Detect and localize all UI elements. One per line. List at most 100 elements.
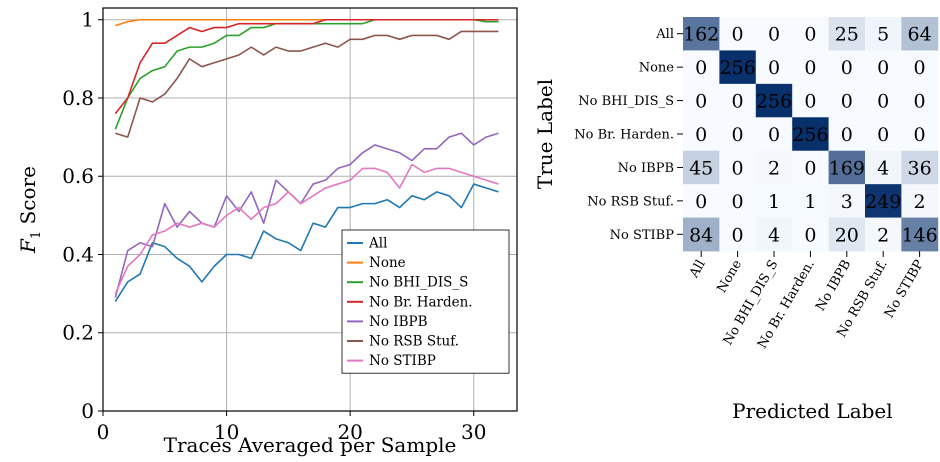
cell-value: 0 (877, 124, 889, 146)
matrix-cell (755, 217, 793, 252)
matrix-cell (901, 50, 939, 85)
matrix-cell (719, 50, 757, 85)
row-label: No RSB Stuf. (587, 194, 674, 209)
matrix-cell (719, 217, 757, 252)
cell-value: 0 (695, 57, 707, 79)
matrix-cell (865, 184, 902, 218)
y-axis-label: True Label (533, 79, 557, 189)
cell-value: 169 (829, 157, 865, 179)
matrix-cell (865, 83, 902, 118)
matrix-cell (683, 17, 720, 51)
cell-value: 249 (865, 191, 901, 213)
matrix-cell (719, 150, 757, 185)
matrix-cell (683, 150, 720, 185)
legend-label: No STIBP (369, 353, 436, 369)
series-line-no-br-harden- (114, 18, 499, 115)
row-label: No BHI_DIS_S (578, 94, 674, 109)
legend-label: None (369, 255, 406, 271)
y-tick-label: 0.4 (62, 242, 94, 266)
cell-value: 0 (732, 191, 744, 213)
matrix-cell (755, 17, 793, 51)
cell-value: 0 (768, 57, 780, 79)
x-axis-label: Traces Averaged per Sample (164, 433, 457, 457)
cell-value: 5 (877, 24, 889, 46)
y-tick-label: 0.8 (62, 86, 94, 110)
series-lines (114, 18, 499, 302)
matrix-cell (792, 50, 829, 85)
cell-value: 0 (695, 191, 707, 213)
series-line-none (115, 18, 499, 27)
row-label: No IBPB (618, 161, 674, 176)
col-label: None (714, 257, 745, 295)
cell-value: 0 (914, 91, 926, 113)
cell-value: 3 (841, 191, 853, 213)
cell-value: 0 (804, 57, 816, 79)
y-tick-label: 0.6 (62, 164, 94, 188)
cell-value: 0 (877, 91, 889, 113)
matrix-cell (828, 17, 866, 51)
x-tick-label: 0 (97, 420, 110, 444)
matrix-cell (792, 83, 829, 118)
cell-value: 0 (841, 91, 853, 113)
cell-value: 0 (768, 24, 780, 46)
row-label: All (655, 27, 674, 42)
matrix-cell (792, 150, 829, 185)
cell-value: 0 (841, 124, 853, 146)
y-axis-label-rest: Score (16, 166, 40, 231)
matrix-cell (719, 83, 757, 118)
matrix-cell (792, 117, 829, 152)
row-label: No STIBP (610, 228, 675, 243)
matrix-cell (792, 217, 829, 252)
matrix-cell (828, 184, 866, 218)
series-line-all (114, 183, 499, 302)
y-tick-label: 0.2 (62, 321, 94, 345)
legend-label: No IBPB (369, 314, 428, 330)
cell-value: 0 (768, 124, 780, 146)
cell-value: 1 (768, 191, 780, 213)
x-tick-label: 30 (461, 420, 486, 444)
axis-ticks: 0 10 20 30 0 0.2 0.4 0.6 0.8 1 (62, 8, 486, 444)
cell-value: 0 (914, 124, 926, 146)
y-tick-label: 0 (81, 399, 94, 423)
matrix-cell (828, 117, 866, 152)
matrix-cell (683, 217, 720, 252)
matrix-cell (901, 217, 939, 252)
cell-value: 256 (792, 124, 828, 146)
matrix-cell (901, 83, 939, 118)
matrix-cell (683, 50, 720, 85)
matrix-cell (865, 17, 902, 51)
plot-frame (102, 7, 518, 412)
cell-value: 2 (877, 224, 889, 246)
matrix-cell (755, 50, 793, 85)
cell-value: 0 (804, 91, 816, 113)
legend-label: No BHI_DIS_S (369, 275, 468, 291)
cell-value: 0 (877, 57, 889, 79)
matrix-cell (828, 217, 866, 252)
series-line-no-rsb-stuf- (115, 30, 499, 138)
cell-value: 162 (683, 24, 719, 46)
matrix-cell (683, 117, 720, 152)
matrix-cell (828, 83, 866, 118)
matrix-cell (719, 17, 757, 51)
matrix-cell (755, 117, 793, 152)
matrix-cell (865, 150, 902, 185)
matrix-cell (792, 17, 829, 51)
y-axis-label-sub: 1 (29, 231, 44, 239)
legend-box (341, 229, 510, 374)
x-axis-label: Predicted Label (732, 399, 893, 423)
row-label: No Br. Harden. (574, 128, 674, 143)
cell-value: 64 (908, 24, 932, 46)
cell-value: 256 (719, 57, 755, 79)
cell-value: 1 (804, 191, 816, 213)
cell-value: 0 (695, 91, 707, 113)
matrix-cell (755, 150, 793, 185)
cell-value: 0 (732, 124, 744, 146)
line-chart: 0 10 20 30 0 0.2 0.4 0.6 0.8 1 Traces Averaged pe… (16, 7, 518, 457)
col-label: All (686, 258, 708, 282)
matrix-cell (901, 184, 939, 218)
matrix-cell (865, 217, 902, 252)
confusion-matrix: 162 0 0 0 25 5 64 0 256 0 0 0 0 0 0 0 256 0 0 0 0 0 0 0 256 0 0 0 45… (533, 17, 939, 423)
cell-value: 45 (689, 157, 713, 179)
cell-value: 0 (732, 224, 744, 246)
